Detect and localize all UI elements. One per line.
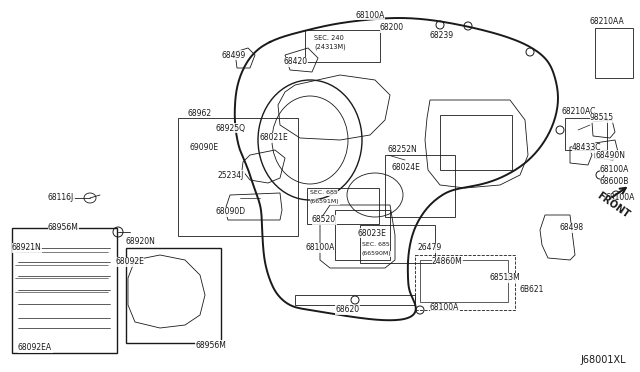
Text: 68252N: 68252N bbox=[388, 145, 418, 154]
Text: 68200: 68200 bbox=[380, 23, 404, 32]
Text: 68490N: 68490N bbox=[595, 151, 625, 160]
Bar bbox=[126, 248, 221, 343]
Bar bbox=[335, 210, 390, 260]
Text: 68100A: 68100A bbox=[600, 166, 629, 174]
Bar bbox=[307, 188, 379, 224]
Bar bbox=[305, 30, 380, 62]
Bar bbox=[440, 115, 512, 170]
Text: 68023E: 68023E bbox=[358, 228, 387, 237]
Text: 68210AC: 68210AC bbox=[562, 108, 596, 116]
Text: 68620: 68620 bbox=[335, 305, 359, 314]
Text: 68920N: 68920N bbox=[126, 237, 156, 247]
Text: 68962: 68962 bbox=[188, 109, 212, 118]
Text: FRONT: FRONT bbox=[595, 191, 632, 221]
Text: 68600B: 68600B bbox=[600, 177, 629, 186]
Text: 68499: 68499 bbox=[222, 51, 246, 60]
Text: 68090D: 68090D bbox=[215, 208, 245, 217]
Text: 68925Q: 68925Q bbox=[215, 124, 245, 132]
Text: 24860M: 24860M bbox=[432, 257, 463, 266]
Text: 68092EA: 68092EA bbox=[18, 343, 52, 353]
Bar bbox=[385, 155, 455, 217]
Text: 68100A: 68100A bbox=[430, 304, 460, 312]
Bar bbox=[415, 255, 515, 310]
Text: J68001XL: J68001XL bbox=[580, 355, 626, 365]
Text: 68956M: 68956M bbox=[48, 224, 79, 232]
Text: 68092E: 68092E bbox=[115, 257, 144, 266]
Text: 68100A: 68100A bbox=[305, 244, 334, 253]
Text: 25234J: 25234J bbox=[218, 170, 244, 180]
Text: 68956M: 68956M bbox=[195, 340, 226, 350]
Bar bbox=[420, 260, 508, 302]
Text: 68921N: 68921N bbox=[12, 244, 42, 253]
Text: 98515: 98515 bbox=[590, 113, 614, 122]
Text: 68100A: 68100A bbox=[355, 10, 385, 19]
Text: 68100A: 68100A bbox=[605, 193, 634, 202]
Text: 68520: 68520 bbox=[312, 215, 336, 224]
Text: SEC. 685: SEC. 685 bbox=[362, 243, 390, 247]
Text: (24313M): (24313M) bbox=[314, 44, 346, 50]
Text: 68498: 68498 bbox=[560, 224, 584, 232]
Text: 68021E: 68021E bbox=[260, 134, 289, 142]
Text: 68210AA: 68210AA bbox=[590, 17, 625, 26]
Bar bbox=[178, 118, 298, 236]
Text: 68513M: 68513M bbox=[490, 273, 521, 282]
Text: (66590M): (66590M) bbox=[362, 251, 392, 257]
Bar bbox=[595, 28, 633, 78]
Text: 68024E: 68024E bbox=[392, 164, 421, 173]
Text: 69090E: 69090E bbox=[190, 144, 219, 153]
Text: 26479: 26479 bbox=[418, 244, 442, 253]
Bar bbox=[565, 118, 607, 150]
Text: SEC. 240: SEC. 240 bbox=[314, 35, 344, 41]
Text: 48433C: 48433C bbox=[572, 144, 602, 153]
Text: 6B621: 6B621 bbox=[520, 285, 545, 295]
Text: 68116J: 68116J bbox=[48, 193, 74, 202]
Text: SEC. 685: SEC. 685 bbox=[310, 190, 338, 196]
Bar bbox=[360, 225, 435, 263]
Bar bbox=[12, 228, 117, 353]
Text: 68420: 68420 bbox=[283, 58, 307, 67]
Text: 68239: 68239 bbox=[430, 32, 454, 41]
Text: (66591M): (66591M) bbox=[310, 199, 340, 205]
